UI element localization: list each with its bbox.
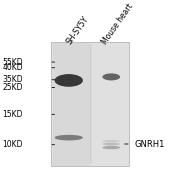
Text: 15KD: 15KD	[2, 110, 23, 119]
Text: Mouse heart: Mouse heart	[100, 2, 135, 46]
Text: 10KD: 10KD	[2, 140, 23, 149]
Text: 35KD: 35KD	[2, 75, 23, 84]
Text: 25KD: 25KD	[2, 83, 23, 92]
Ellipse shape	[55, 74, 83, 87]
Ellipse shape	[102, 143, 120, 145]
Text: 55KD: 55KD	[2, 58, 23, 67]
Text: SH-SY5Y: SH-SY5Y	[65, 14, 91, 46]
Text: 40KD: 40KD	[2, 63, 23, 72]
FancyBboxPatch shape	[51, 42, 129, 166]
Ellipse shape	[102, 140, 120, 142]
Ellipse shape	[102, 146, 120, 149]
FancyBboxPatch shape	[53, 42, 90, 166]
Text: GNRH1: GNRH1	[134, 140, 165, 148]
Ellipse shape	[55, 135, 83, 140]
Ellipse shape	[102, 73, 120, 80]
